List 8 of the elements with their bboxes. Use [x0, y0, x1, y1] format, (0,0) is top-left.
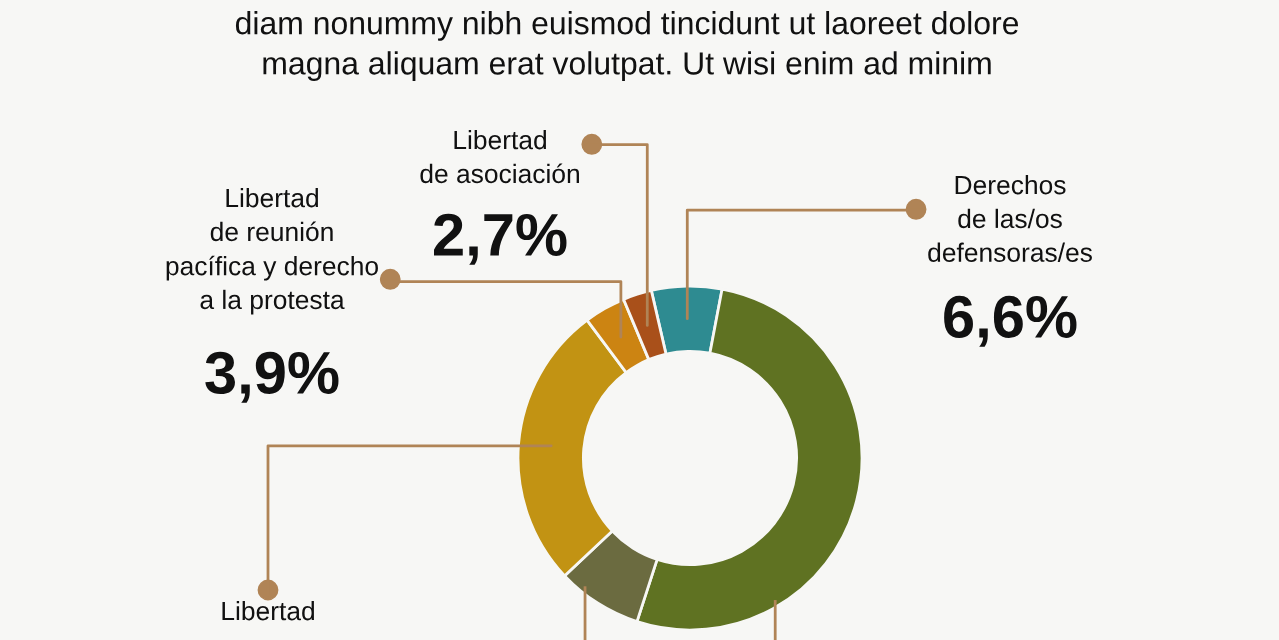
- chart-title: diam nonummy nibh euismod tincidunt ut laoreet dolore magna aliquam erat volutpat. Ut wisi enim ad minim: [235, 11, 1019, 81]
- slice-label: Libertad: [222, 601, 314, 621]
- data-label: 3,9%: [205, 351, 339, 403]
- slice-label: Derechos de las/os defensoras/es: [928, 175, 1092, 262]
- slice-label: Libertad de reunión pacífica y derecho a la protesta: [166, 188, 378, 315]
- data-label: 6,6%: [944, 295, 1077, 347]
- data-label: 2,7%: [434, 213, 567, 265]
- slice-label: Libertad de asociación: [420, 130, 579, 184]
